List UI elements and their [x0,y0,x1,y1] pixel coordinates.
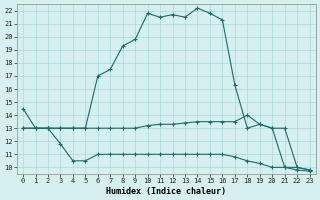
X-axis label: Humidex (Indice chaleur): Humidex (Indice chaleur) [106,187,226,196]
